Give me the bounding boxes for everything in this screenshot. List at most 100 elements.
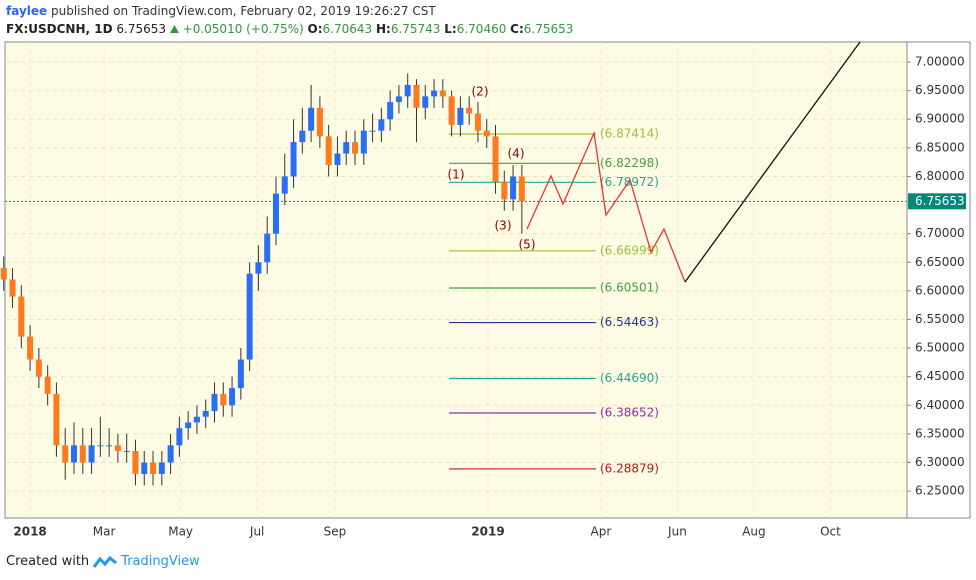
candle-body xyxy=(334,153,341,166)
candle-body xyxy=(132,451,139,474)
candle-body xyxy=(325,136,332,166)
candle-body xyxy=(316,107,323,137)
c-label: C: xyxy=(510,22,524,36)
wave-label: (1) xyxy=(448,168,465,182)
candle-body xyxy=(378,119,385,131)
candle-body xyxy=(308,107,315,131)
candle-body xyxy=(70,445,77,463)
y-tick-label: 6.70000 xyxy=(915,226,965,240)
o: 6.70643 xyxy=(322,22,373,36)
candle-body xyxy=(431,90,438,97)
fib-label: (6.66999) xyxy=(600,243,659,257)
y-tick-label: 6.85000 xyxy=(915,140,965,154)
candle-body xyxy=(211,393,218,412)
x-tick-label: Sep xyxy=(324,525,347,539)
h-label: H: xyxy=(375,22,391,36)
wave-label: (5) xyxy=(519,238,536,252)
o-label: O: xyxy=(307,22,323,36)
wave-label: (3) xyxy=(495,219,512,233)
y-tick-label: 6.45000 xyxy=(915,369,965,383)
candle-body xyxy=(369,130,376,132)
x-tick-label: Apr xyxy=(591,525,612,539)
y-tick-label: 6.35000 xyxy=(915,426,965,440)
candle-body xyxy=(422,96,429,108)
candle-body xyxy=(62,445,69,463)
candle-body xyxy=(395,96,402,103)
candle-body xyxy=(150,462,157,474)
candle-body xyxy=(202,411,209,417)
candle-body xyxy=(272,193,279,234)
publisher[interactable]: faylee xyxy=(6,4,48,18)
candle-body xyxy=(53,393,60,446)
y-tick-label: 6.30000 xyxy=(915,455,965,469)
candle-body xyxy=(106,445,113,447)
candle-body xyxy=(255,262,262,274)
last-price-label: 6.75653 xyxy=(915,194,965,208)
y-tick-label: 6.80000 xyxy=(915,169,965,183)
price-axis xyxy=(906,41,971,519)
candle-body xyxy=(518,176,525,202)
wave-label: (4) xyxy=(508,147,525,161)
footer: Created with TradingView xyxy=(6,554,200,569)
y-tick-label: 6.50000 xyxy=(915,341,965,355)
x-tick-label: Oct xyxy=(820,525,841,539)
candle-body xyxy=(448,96,455,125)
candle-body xyxy=(299,130,306,143)
candle-body xyxy=(510,176,517,200)
candle-body xyxy=(97,445,104,447)
candle-body xyxy=(352,142,359,154)
candle-body xyxy=(457,107,464,125)
candle-body xyxy=(229,388,236,406)
fib-label: (6.44690) xyxy=(600,371,659,385)
y-tick-label: 6.65000 xyxy=(915,255,965,269)
candle-body xyxy=(193,416,200,423)
fib-label: (6.54463) xyxy=(600,315,659,329)
projection-line xyxy=(684,41,861,283)
symbol: FX:USDCNH, 1D xyxy=(6,22,113,36)
x-tick-label: Jul xyxy=(249,525,264,539)
candle-body xyxy=(264,233,271,263)
candle-body xyxy=(404,84,411,97)
x-tick-label: Mar xyxy=(93,525,116,539)
candle-body xyxy=(27,336,34,360)
candle-body xyxy=(237,359,244,389)
candle-body xyxy=(167,445,174,463)
candle-body xyxy=(35,359,42,377)
candle-body xyxy=(141,462,148,474)
fib-label: (6.82298) xyxy=(600,156,659,170)
candle-body xyxy=(439,90,446,97)
projection-path xyxy=(526,130,686,283)
candle-body xyxy=(413,84,420,108)
candle-body xyxy=(123,451,130,453)
price: 6.75653 xyxy=(116,22,166,36)
fib-label: (6.60501) xyxy=(600,281,659,295)
y-tick-label: 6.95000 xyxy=(915,83,965,97)
y-tick-label: 6.60000 xyxy=(915,283,965,297)
x-tick-label: May xyxy=(168,525,193,539)
candle-body xyxy=(290,142,297,177)
candle-body xyxy=(220,393,227,406)
fib-label: (6.38652) xyxy=(600,406,659,420)
candle-body xyxy=(474,113,481,131)
y-tick-label: 6.55000 xyxy=(915,312,965,326)
y-tick-label: 6.25000 xyxy=(915,484,965,498)
up-arrow xyxy=(169,25,179,33)
last-price-box xyxy=(908,193,966,210)
symbol-line: FX:USDCNH, 1D 6.75653 +0.05010 (+0.75%) … xyxy=(6,22,573,36)
candle-body xyxy=(158,462,165,474)
candle-body xyxy=(343,142,350,154)
l: 6.70460 xyxy=(456,22,507,36)
plot-area xyxy=(4,41,908,519)
candle-body xyxy=(18,296,25,337)
y-tick-label: 6.40000 xyxy=(915,398,965,412)
candle-body xyxy=(79,445,86,463)
publish-line: faylee published on TradingView.com, Feb… xyxy=(6,4,436,18)
candle-body xyxy=(0,267,7,280)
created-with: Created with xyxy=(6,554,90,569)
candle-body xyxy=(492,136,499,183)
candle-body xyxy=(483,130,490,137)
logo xyxy=(93,555,118,568)
candle-body xyxy=(114,445,121,452)
candle-body xyxy=(44,376,51,394)
